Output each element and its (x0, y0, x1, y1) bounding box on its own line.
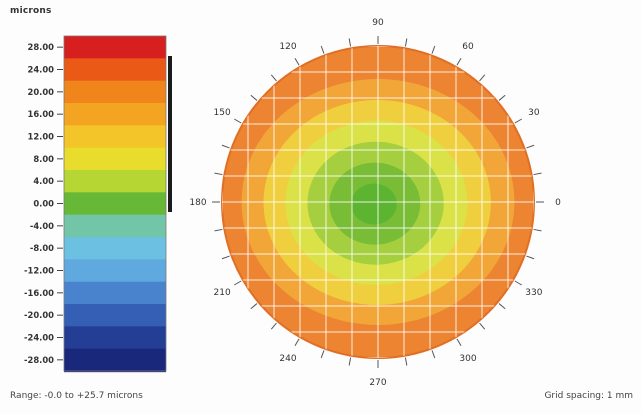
scale-frame (63, 35, 167, 372)
unit-label: microns (10, 6, 52, 16)
scale-band-12 (64, 304, 166, 328)
color-scale-legend: 28.00 24.00 20.00 16.00 12.00 8.00 4.00 0.00 -4.… (24, 35, 172, 373)
scale-band-3 (64, 103, 166, 127)
angle-tick (348, 38, 352, 47)
angle-tick (526, 144, 535, 149)
angle-tick (320, 350, 325, 359)
range-text: Range: -0.0 to +25.7 microns (10, 391, 143, 401)
angle-tick (456, 338, 462, 347)
angle-tick (221, 144, 230, 149)
scale-band-1 (64, 58, 166, 82)
scale-tick-label: -24.00 (24, 333, 54, 343)
scale-band-0 (64, 36, 166, 60)
scale-band-11 (64, 281, 166, 306)
angle-tick (320, 45, 325, 54)
scale-tick-label: 4.00 (33, 176, 54, 186)
scale-tick-label: 28.00 (28, 42, 55, 52)
angle-tick (250, 94, 258, 101)
angle-label: 150 (214, 108, 231, 118)
scale-band-2 (64, 80, 166, 105)
scale-band-10 (64, 259, 166, 283)
angle-label: 90 (372, 18, 384, 28)
angle-tick (498, 94, 506, 101)
scale-tick-label: -12.00 (24, 266, 54, 276)
angle-tick (294, 338, 300, 347)
angle-tick (404, 357, 408, 366)
angle-tick (348, 357, 352, 366)
angle-tick (431, 350, 436, 359)
angle-tick (514, 118, 523, 124)
angle-tick (270, 322, 277, 330)
scale-tick-label: 20.00 (28, 87, 55, 97)
scale-band-6 (64, 170, 166, 194)
angle-label: 210 (214, 288, 231, 298)
scale-band-9 (64, 237, 166, 261)
angle-label: 180 (189, 198, 206, 208)
angle-tick (233, 280, 242, 286)
scale-tick-label: -20.00 (24, 310, 54, 320)
scale-band-7 (64, 192, 166, 216)
angle-label: 270 (369, 378, 386, 388)
angle-tick (221, 255, 230, 260)
scale-tick-label: -4.00 (30, 221, 54, 231)
angle-label: 300 (459, 354, 476, 364)
angle-tick (498, 303, 506, 310)
angle-tick (250, 303, 258, 310)
angle-label: 60 (462, 42, 474, 52)
scale-band-8 (64, 214, 166, 239)
angle-tick (270, 74, 277, 82)
scale-tick-label: -8.00 (30, 243, 54, 253)
angle-tick (294, 57, 300, 66)
angle-tick (214, 172, 223, 176)
grid-spacing-text: Grid spacing: 1 mm (544, 391, 633, 401)
scale-tick-label: -16.00 (24, 288, 54, 298)
angle-label: 0 (555, 198, 561, 208)
angle-label: 240 (279, 354, 296, 364)
scale-band-5 (64, 147, 166, 172)
angle-tick (431, 45, 436, 54)
angle-tick (479, 322, 486, 330)
angle-tick (479, 74, 486, 82)
scale-band-13 (64, 326, 166, 350)
angle-tick (526, 255, 535, 260)
angle-label: 30 (528, 108, 540, 118)
scale-tick-label: 0.00 (33, 199, 54, 209)
angle-tick (533, 172, 542, 176)
scale-tick-label: 16.00 (28, 109, 55, 119)
angle-tick (404, 38, 408, 47)
scale-tick-label: -28.00 (24, 355, 54, 365)
scale-tick-label: 12.00 (28, 132, 55, 142)
scale-band-4 (64, 125, 166, 149)
angle-tick (214, 228, 223, 232)
angle-label: 330 (525, 288, 542, 298)
angle-tick (514, 280, 523, 286)
scale-band-14 (64, 348, 166, 373)
angle-tick (233, 118, 242, 124)
scale-tick-label: 24.00 (28, 65, 55, 75)
scale-tick-label: 8.00 (33, 154, 54, 164)
angle-tick (456, 57, 462, 66)
angle-tick (533, 228, 542, 232)
angle-label: 120 (279, 42, 296, 52)
map-contour-0 (351, 183, 397, 225)
